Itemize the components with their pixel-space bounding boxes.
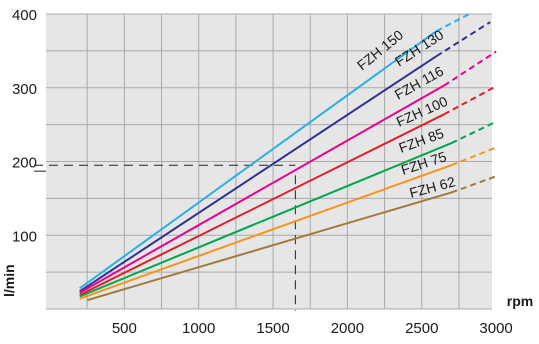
series-line-dashed-fzh-75: [451, 146, 497, 167]
series-group: [79, 13, 497, 302]
x-tick-label: 1000: [182, 320, 215, 337]
series-line-dashed-fzh-116: [443, 50, 497, 87]
series-line-dashed-fzh-130: [436, 21, 491, 57]
y-tick-label: 300: [12, 81, 37, 98]
tick-labels: 500 1000 1500 2000 2500 3000 100 200 300 400: [12, 7, 513, 337]
series-line-fzh-62: [86, 191, 452, 302]
series-line-fzh-100: [79, 113, 445, 296]
series-line-dashed-fzh-85: [451, 120, 497, 144]
y-tick-label: 100: [12, 228, 37, 245]
series-line-fzh-130: [79, 55, 438, 293]
y-tick-label: 400: [12, 7, 37, 24]
x-tick-label: 2000: [331, 320, 364, 337]
series-line-fzh-75: [79, 164, 452, 300]
x-tick-label: 1500: [256, 320, 289, 337]
x-axis-title: rpm: [507, 293, 533, 309]
series-line-fzh-116: [79, 84, 445, 294]
x-tick-label: 3000: [479, 320, 512, 337]
series-line-fzh-150: [79, 30, 438, 290]
series-line-dashed-fzh-150: [436, 13, 470, 32]
series-line-dashed-fzh-62: [451, 175, 497, 194]
series-line-fzh-85: [79, 142, 452, 298]
grid: [46, 13, 492, 310]
y-tick-label: 200: [12, 155, 37, 172]
x-tick-label: 500: [112, 320, 137, 337]
x-tick-label: 2500: [405, 320, 438, 337]
y-axis-title: l/min: [1, 264, 17, 297]
